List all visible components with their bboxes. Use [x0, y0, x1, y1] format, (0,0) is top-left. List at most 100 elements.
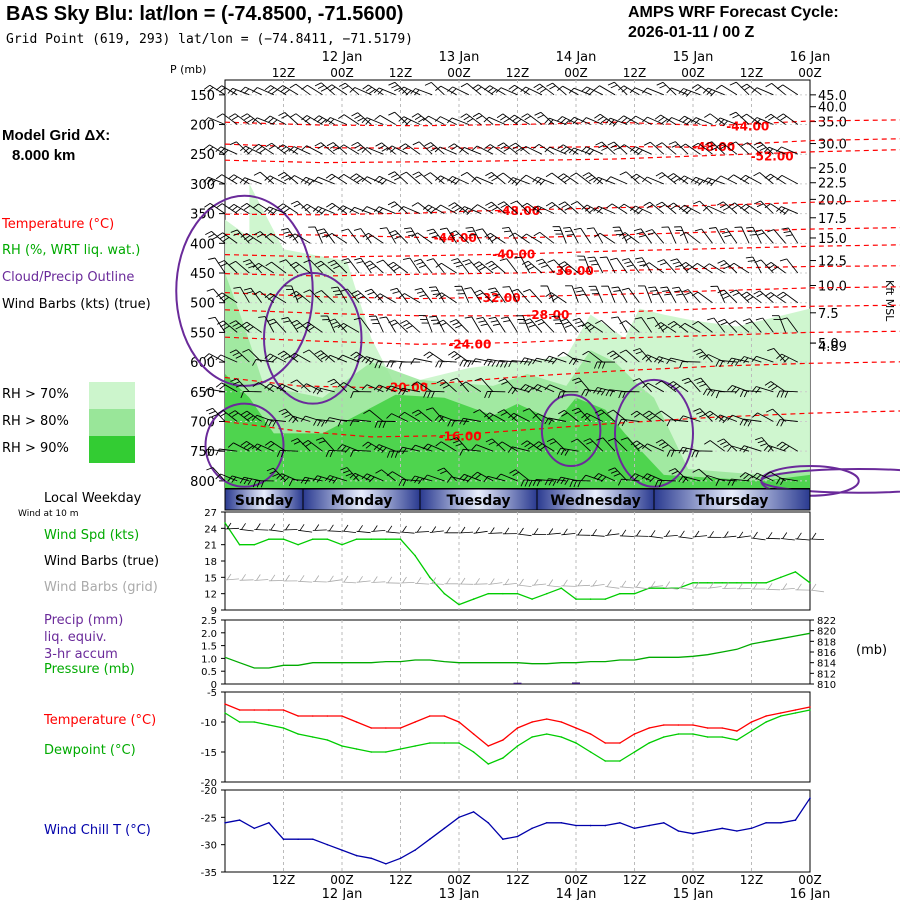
wind-barb [544, 117, 567, 126]
temperature-line-point [355, 721, 358, 723]
wind-barb [633, 228, 652, 244]
wind-barb [694, 228, 713, 244]
surface-wind-barb [663, 581, 678, 590]
wind-barb [373, 206, 396, 215]
wind-chill-line-point [268, 822, 270, 824]
wind-barb [281, 317, 299, 333]
wind-barb [410, 475, 433, 485]
surface-wind-barb [736, 582, 751, 590]
surface-wind-barb [795, 583, 810, 591]
wind-barb [373, 87, 396, 96]
wind-barb [601, 285, 616, 303]
wind-barb [437, 467, 457, 482]
wind-barb [599, 256, 616, 274]
bottom-hour-label: 00Z [447, 873, 471, 887]
surface-wind-barb [561, 579, 576, 587]
wind-barb [474, 377, 494, 393]
wind-barb [643, 141, 665, 155]
wind-barb [545, 172, 567, 185]
height-tick-label: 20.0 [818, 193, 847, 208]
wind-barb [363, 409, 384, 422]
wind-barb [215, 473, 238, 482]
wind-barb [253, 290, 275, 304]
wind-speed-line-point [385, 538, 387, 541]
dewpoint-line-point [414, 745, 416, 747]
wind-barb [781, 227, 799, 244]
pressure-tick-label: 800 [190, 475, 215, 490]
wind-barb [544, 478, 567, 487]
temperature-line-point [604, 742, 607, 744]
temp-panel-tick-label: -5 [207, 688, 217, 699]
wind-speed-line-point [443, 592, 446, 595]
wind-barb [204, 203, 226, 214]
wind-barb [754, 200, 774, 214]
wind-barb [215, 354, 238, 363]
wind-chill-line-point [545, 822, 548, 824]
wind-barb [460, 172, 482, 185]
wind-chill-line-point [428, 838, 431, 840]
wind-barb [716, 142, 738, 155]
bottom-hour-label: 00Z [681, 873, 705, 887]
weekday-cell [653, 488, 811, 511]
wind-barb [741, 142, 762, 155]
wind-barb [495, 473, 518, 482]
wind-barb [646, 316, 665, 333]
wind-barb [654, 322, 677, 333]
dewpoint-line-point [297, 733, 299, 735]
wind-barb [475, 228, 494, 244]
wind-barb [593, 85, 616, 96]
surface-wind-barb [429, 526, 444, 533]
wind-barb [435, 441, 457, 452]
wind-barb [619, 349, 640, 363]
wind-speed-line-point [355, 538, 358, 541]
wind-barb [312, 475, 335, 483]
wind-barb [619, 171, 640, 185]
wind-barb [265, 142, 287, 155]
wind-chill-line-point [560, 822, 563, 824]
isotherm-line [224, 304, 900, 317]
wind-speed-line-point [502, 592, 504, 595]
wind-barb [717, 289, 738, 304]
wind-barb [776, 353, 799, 363]
wind-barb [459, 359, 481, 368]
dewpoint-line-point [794, 712, 797, 714]
wind-barb [691, 263, 713, 274]
wind-barb [251, 117, 274, 125]
wind-barb [351, 290, 372, 304]
surface-wind-barb [678, 581, 693, 590]
wind-barb [265, 261, 287, 274]
wind-barb [656, 81, 677, 96]
surface-wind-barb [312, 575, 327, 583]
surface-wind-barb [224, 573, 240, 581]
wind-barb [349, 87, 372, 96]
wind-barb [449, 230, 470, 244]
wind-barb [754, 259, 774, 274]
cloud-outline [204, 402, 285, 488]
wind-barb [240, 321, 262, 333]
wind-barb [264, 85, 287, 96]
wind-barb [448, 351, 470, 363]
wind-barb [717, 259, 738, 274]
wind-barb [471, 145, 494, 155]
wind-barb [521, 113, 543, 125]
wind-barb [508, 114, 530, 125]
wind-barb [483, 116, 506, 125]
dewpoint-line-point [268, 724, 270, 726]
wind-barb [691, 84, 713, 96]
wind-barb [520, 479, 542, 487]
wind-barb [751, 355, 774, 363]
wind-barb [473, 289, 494, 304]
wind-barb [551, 315, 567, 333]
wind-barb [459, 417, 481, 426]
wind-barb [264, 206, 287, 216]
wind-barb [216, 203, 238, 214]
temperature-panel-label: Temperature (°C) [44, 713, 157, 728]
wind-barb [642, 262, 665, 274]
wind-barb [508, 412, 530, 422]
wind-barb [702, 87, 725, 97]
wind-barb [362, 232, 384, 244]
wind-barb [629, 146, 652, 156]
top-hour-label: 12Z [623, 66, 647, 80]
wind-barb [229, 349, 250, 363]
wind-barb [739, 418, 762, 427]
